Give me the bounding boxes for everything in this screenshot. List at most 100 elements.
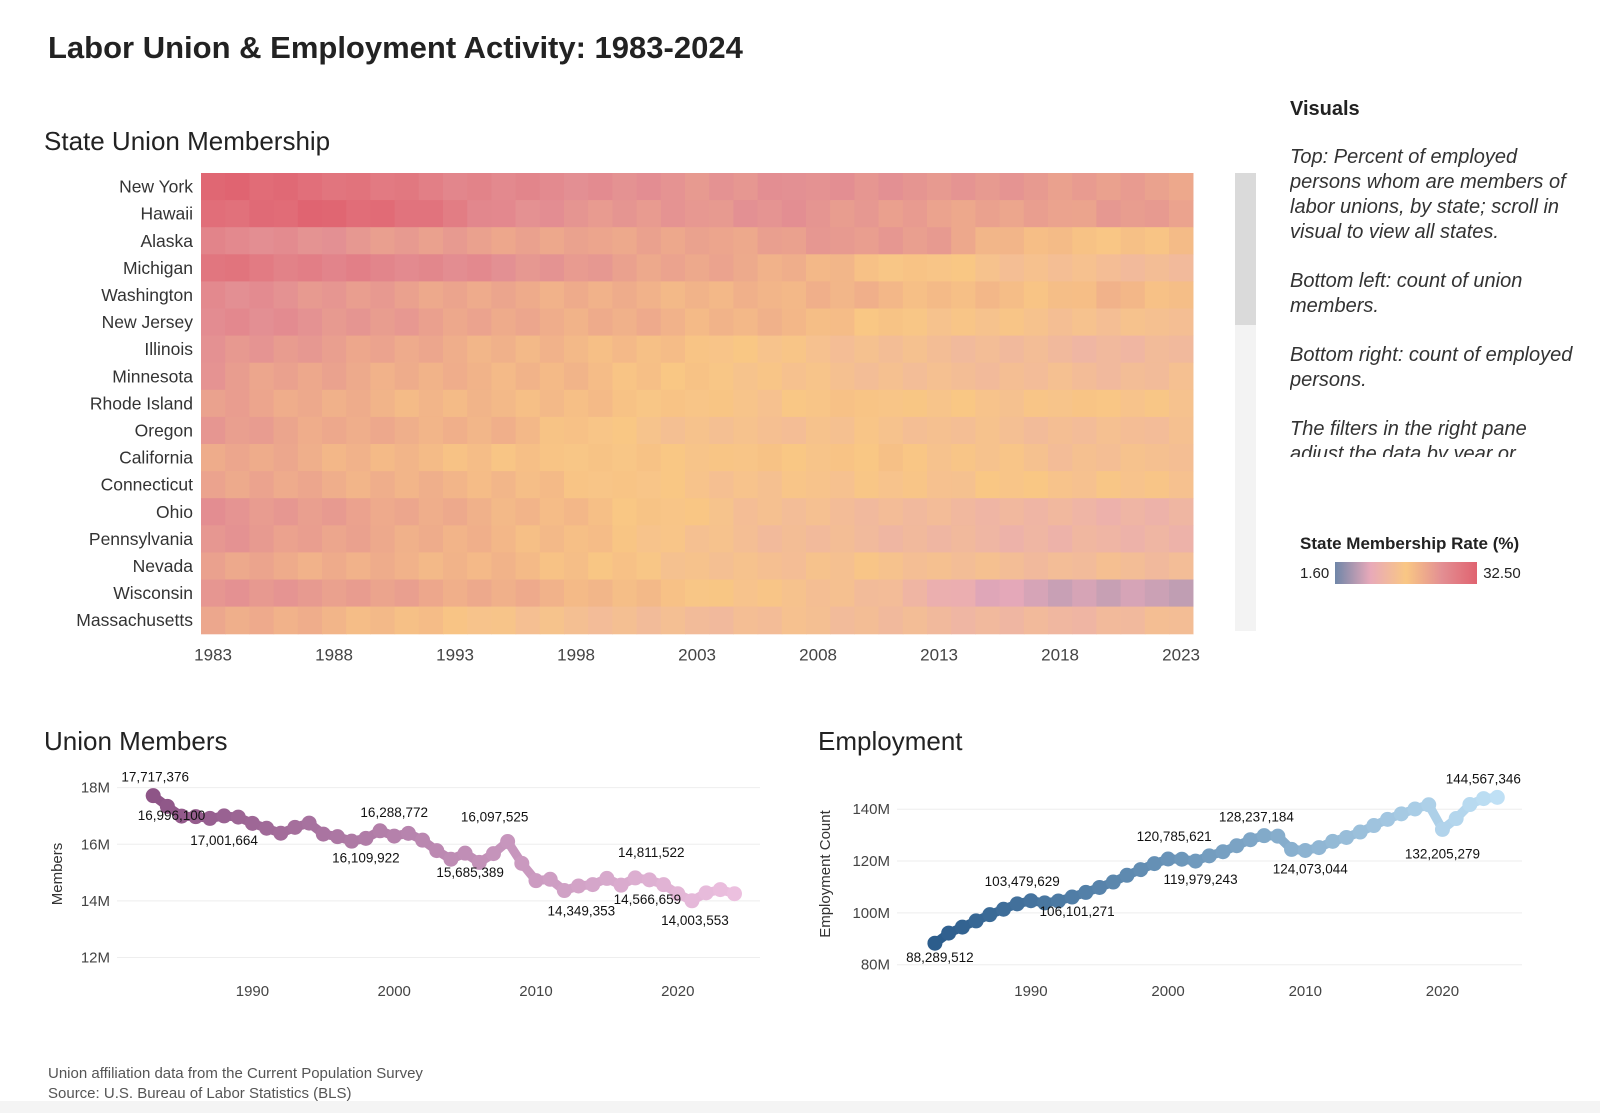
heatmap-cell	[709, 579, 734, 608]
heatmap-cell	[636, 227, 662, 255]
data-point	[174, 808, 190, 824]
heatmap-cell	[612, 444, 638, 472]
heatmap-cell	[1048, 227, 1073, 255]
heatmap-cell	[370, 498, 396, 526]
heatmap-cell	[443, 606, 468, 635]
data-point	[1078, 884, 1094, 900]
heatmap-chart[interactable]: New York Hawaii Alaska Michigan Washington Ne…	[0, 160, 1225, 680]
heatmap-cell	[660, 416, 686, 445]
heatmap-cell	[830, 254, 855, 282]
heatmap-cell	[273, 416, 299, 445]
data-point	[1119, 867, 1135, 883]
heatmap-cell	[564, 389, 589, 418]
heatmap-cell	[346, 173, 371, 201]
heatmap-cell	[902, 389, 928, 418]
visuals-text-scroll[interactable]: Top: Percent of employed persons whom ar…	[1290, 145, 1580, 457]
heatmap-cell	[564, 525, 589, 553]
heatmap-cell	[539, 173, 565, 201]
heatmap-cell	[370, 335, 396, 364]
heatmap-cell	[660, 227, 686, 255]
heatmap-cell	[297, 552, 323, 581]
heatmap-cell	[201, 389, 226, 418]
heatmap-cell	[975, 606, 1001, 635]
heatmap-cell	[685, 308, 710, 337]
heatmap-cell	[370, 416, 396, 445]
heatmap-cell	[1193, 254, 1218, 282]
heatmap-cell	[999, 579, 1025, 608]
data-label: 88,289,512	[906, 950, 974, 965]
heatmap-cell	[636, 362, 662, 391]
heatmap-cell	[999, 389, 1025, 418]
heatmap-cell	[878, 606, 904, 635]
data-point	[542, 871, 558, 887]
heatmap-cell	[1048, 498, 1073, 526]
heatmap-cell	[733, 335, 759, 364]
heatmap-cell	[443, 416, 468, 445]
heatmap-cell	[297, 308, 323, 337]
heatmap-cell	[1120, 281, 1146, 310]
heatmap-cell	[660, 552, 686, 581]
data-point	[1462, 797, 1478, 813]
heatmap-scrollbar-thumb[interactable]	[1235, 173, 1256, 325]
heatmap-cell	[1096, 389, 1122, 418]
heatmap-cell	[927, 200, 952, 228]
heatmap-cell	[346, 254, 371, 282]
heatmap-cell	[588, 335, 613, 364]
heatmap-cell	[927, 552, 952, 581]
heatmap-cell	[418, 444, 444, 472]
x-tick-label: 2010	[519, 983, 552, 1000]
heatmap-cell	[999, 498, 1025, 526]
heatmap-cell	[806, 335, 831, 364]
heatmap-cell	[927, 227, 952, 255]
heatmap-cell	[467, 498, 492, 526]
heatmap-cell	[878, 362, 904, 391]
heatmap-cell	[1193, 444, 1218, 472]
heatmap-cell	[999, 254, 1025, 282]
heatmap-cell	[418, 281, 444, 310]
heatmap-cell	[443, 498, 468, 526]
data-point	[344, 833, 360, 849]
heatmap-cell	[346, 471, 371, 499]
heatmap-cell	[685, 335, 710, 364]
heatmap-cell	[201, 416, 226, 445]
heatmap-cell	[781, 498, 807, 526]
heatmap-cell	[515, 416, 541, 445]
heatmap-cell	[564, 200, 589, 228]
heatmap-cell	[1048, 416, 1073, 445]
heatmap-cell	[612, 389, 638, 418]
y-tick-label: 18M	[81, 780, 110, 797]
heatmap-cell	[975, 281, 1001, 310]
heatmap-cell	[539, 579, 565, 608]
heatmap-cell	[1096, 444, 1122, 472]
heatmap-cell	[1144, 606, 1170, 635]
heatmap-cell	[878, 579, 904, 608]
heatmap-cell	[322, 281, 347, 310]
heatmap-cell	[757, 579, 783, 608]
data-point	[145, 788, 161, 804]
heatmap-cell	[878, 444, 904, 472]
heatmap-cell	[878, 335, 904, 364]
heatmap-cell	[201, 606, 226, 635]
heatmap-cell	[685, 173, 710, 201]
heatmap-cell	[491, 335, 517, 364]
heatmap-cell	[588, 308, 613, 337]
data-label: 106,101,271	[1040, 904, 1115, 919]
heatmap-cell	[830, 173, 855, 201]
heatmap-cell	[394, 444, 420, 472]
heatmap-cell	[830, 525, 855, 553]
heatmap-cell	[927, 335, 952, 364]
data-label: 132,205,279	[1405, 846, 1480, 861]
heatmap-cell	[757, 335, 783, 364]
heatmap-cell	[1023, 552, 1049, 581]
heatmap-cell	[539, 606, 565, 635]
heatmap-cell	[564, 552, 589, 581]
heatmap-cell	[878, 308, 904, 337]
heatmap-cell	[757, 281, 783, 310]
heatmap-cell	[201, 281, 226, 310]
heatmap-cell	[878, 173, 904, 201]
heatmap-cell	[854, 200, 880, 228]
data-point	[259, 820, 275, 836]
heatmap-cell	[902, 444, 928, 472]
heatmap-cell	[999, 281, 1025, 310]
heatmap-cell	[781, 362, 807, 391]
